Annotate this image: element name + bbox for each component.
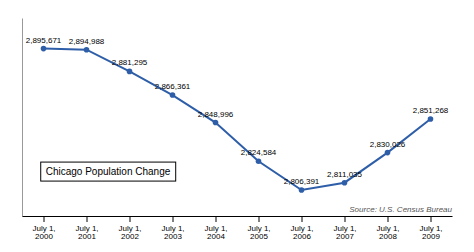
plot: July 1,2000July 1,2001July 1,2002July 1,… [23,19,453,242]
x-tick: July 1,2003 [161,216,184,241]
x-tick-mark [173,216,174,222]
data-label: 2,824,584 [241,148,277,157]
data-labels: 2,895,671 2,894,988 2,881,295 2,866,361 2,84… [26,36,449,186]
x-tick-label-line: 2003 [164,232,182,241]
point [299,187,305,193]
x-tick: July 1,2005 [247,216,270,241]
point [428,116,434,122]
x-tick-mark [130,216,131,222]
x-tick-label-line: July 1, [75,224,98,233]
x-tick: July 1,2000 [32,216,55,241]
x-tick-label: July 1,2001 [75,224,98,242]
point [385,150,391,156]
x-tick-mark [216,216,217,222]
x-tick-label-line: 2005 [250,232,268,241]
x-tick-mark [87,216,88,222]
x-tick-label-line: July 1, [204,224,227,233]
point [41,46,47,52]
x-tick: July 1,2004 [204,216,227,241]
x-tick-mark [259,216,260,222]
x-tick-label-line: July 1, [419,224,442,233]
data-label: 2,866,361 [155,82,191,91]
point [342,180,348,186]
x-tick-label-line: 2004 [207,232,225,241]
point [213,120,219,126]
x-tick-label: July 1,2000 [32,224,55,242]
x-tick-mark [388,216,389,222]
point [127,69,133,75]
point [256,158,262,164]
y-axis-line [22,19,23,217]
x-tick-label-line: July 1, [247,224,270,233]
data-label: 2,851,268 [413,106,449,115]
annotation-frame [41,162,176,181]
x-tick-label-line: 2001 [78,232,96,241]
x-tick-mark [44,216,45,222]
x-tick-label: July 1,2007 [333,224,356,242]
x-tick: July 1,2008 [376,216,399,241]
data-label: 2,894,988 [69,37,105,46]
x-tick-label: July 1,2003 [161,224,184,242]
source-note: Source: U.S. Census Bureau [349,205,452,214]
data-label: 2,830,026 [370,140,406,149]
point [84,47,90,53]
x-tick-label-line: 2000 [35,232,53,241]
x-tick-label-line: 2006 [293,232,311,241]
annotation-box: Chicago Population Change [41,162,176,181]
data-label: 2,811,035 [327,170,363,179]
annotation: Chicago Population Change [46,166,171,177]
x-tick: July 1,2001 [75,216,98,241]
x-tick: July 1,2009 [419,216,442,241]
x-tick-label-line: 2007 [336,232,354,241]
x-tick-label: July 1,2002 [118,224,141,242]
x-tick-mark [345,216,346,222]
data-label: 2,895,671 [26,36,62,45]
x-tick-label: July 1,2008 [376,224,399,242]
x-tick-label-line: 2008 [379,232,397,241]
x-tick: July 1,2007 [333,216,356,241]
x-tick-label-line: July 1, [333,224,356,233]
y-axis [22,19,23,217]
x-tick-label: July 1,2005 [247,224,270,242]
x-tick-mark [302,216,303,222]
marks [41,46,434,193]
x-tick: July 1,2006 [290,216,313,241]
chart: July 1,2000July 1,2001July 1,2002July 1,… [0,0,474,252]
x-tick-label-line: 2002 [121,232,139,241]
data-label: 2,848,996 [198,110,234,119]
x-tick-label: July 1,2009 [419,224,442,242]
x-tick-label-line: July 1, [118,224,141,233]
line [44,49,431,190]
x-tick-mark [431,216,432,222]
x-tick: July 1,2002 [118,216,141,241]
point [170,92,176,98]
x-tick-label-line: 2009 [422,232,440,241]
x-axis: July 1,2000July 1,2001July 1,2002July 1,… [23,216,453,241]
x-tick-label-line: July 1, [290,224,313,233]
x-tick-label-line: July 1, [161,224,184,233]
x-tick-label: July 1,2006 [290,224,313,242]
data-label: 2,806,391 [284,177,320,186]
data-label: 2,881,295 [112,58,148,67]
x-tick-label-line: July 1, [32,224,55,233]
x-tick-label-line: July 1, [376,224,399,233]
x-tick-label: July 1,2004 [204,224,227,242]
